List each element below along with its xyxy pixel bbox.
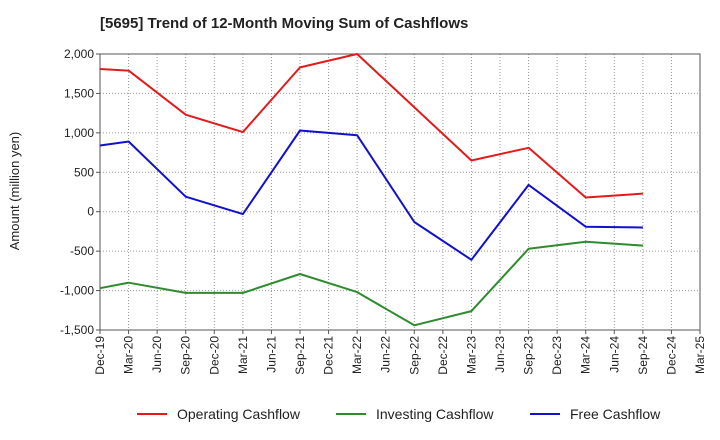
x-tick-label: Sep-23 (522, 336, 536, 375)
x-tick-label: Mar-23 (464, 336, 478, 374)
series-lines (99, 53, 643, 327)
x-tick-label: Sep-21 (293, 336, 307, 375)
y-tick-label: -1,000 (60, 284, 94, 298)
chart-title: [5695] Trend of 12-Month Moving Sum of C… (100, 15, 468, 32)
y-tick-label: 2,000 (64, 47, 94, 61)
x-tick-label: Jun-21 (264, 336, 278, 373)
series-line-investing-cashflow (99, 240, 643, 327)
x-tick-label: Sep-22 (407, 336, 421, 375)
x-tick-label: Mar-25 (693, 336, 707, 374)
x-tick-label: Sep-20 (179, 336, 193, 375)
plot-area-frame (99, 53, 701, 331)
x-tick-label: Jun-24 (607, 336, 621, 373)
y-tick-label: 1,500 (64, 86, 94, 100)
x-tick-label: Dec-23 (550, 336, 564, 375)
legend: Operating Cashflow Investing Cashflow Free… (137, 406, 661, 422)
series-line-operating-cashflow (99, 53, 643, 199)
legend-label: Operating Cashflow (177, 406, 301, 422)
y-tick-label: 0 (87, 205, 94, 219)
legend-label: Investing Cashflow (376, 406, 494, 422)
x-tick-label: Mar-21 (236, 336, 250, 374)
x-tick-label: Dec-21 (322, 336, 336, 375)
legend-label: Free Cashflow (570, 406, 661, 422)
x-tick-label: Dec-24 (664, 336, 678, 375)
x-tick-label: Mar-24 (579, 336, 593, 374)
y-tick-label: 500 (74, 165, 94, 179)
series-line-free-cashflow (99, 129, 643, 261)
x-tick-label: Sep-24 (636, 336, 650, 375)
y-axis-ticks: 2,000 1,500 1,000 500 0 -500 -1,000 -1,500 (60, 47, 100, 337)
grid (99, 53, 701, 331)
y-tick-label: 1,000 (64, 126, 94, 140)
x-tick-label: Mar-20 (122, 336, 136, 374)
x-tick-label: Mar-22 (350, 336, 364, 374)
x-axis-ticks: Dec-19 Mar-20 Jun-20 Sep-20 Dec-20 Mar-21 Jun-… (93, 330, 707, 375)
y-tick-label: -500 (70, 244, 94, 258)
y-tick-label: -1,500 (60, 323, 94, 337)
x-tick-label: Jun-22 (379, 336, 393, 373)
x-tick-label: Jun-23 (493, 336, 507, 373)
y-axis-label: Amount (million yen) (7, 132, 22, 251)
x-tick-label: Dec-20 (207, 336, 221, 375)
x-tick-label: Jun-20 (150, 336, 164, 373)
x-tick-label: Dec-22 (436, 336, 450, 375)
x-tick-label: Dec-19 (93, 336, 107, 375)
